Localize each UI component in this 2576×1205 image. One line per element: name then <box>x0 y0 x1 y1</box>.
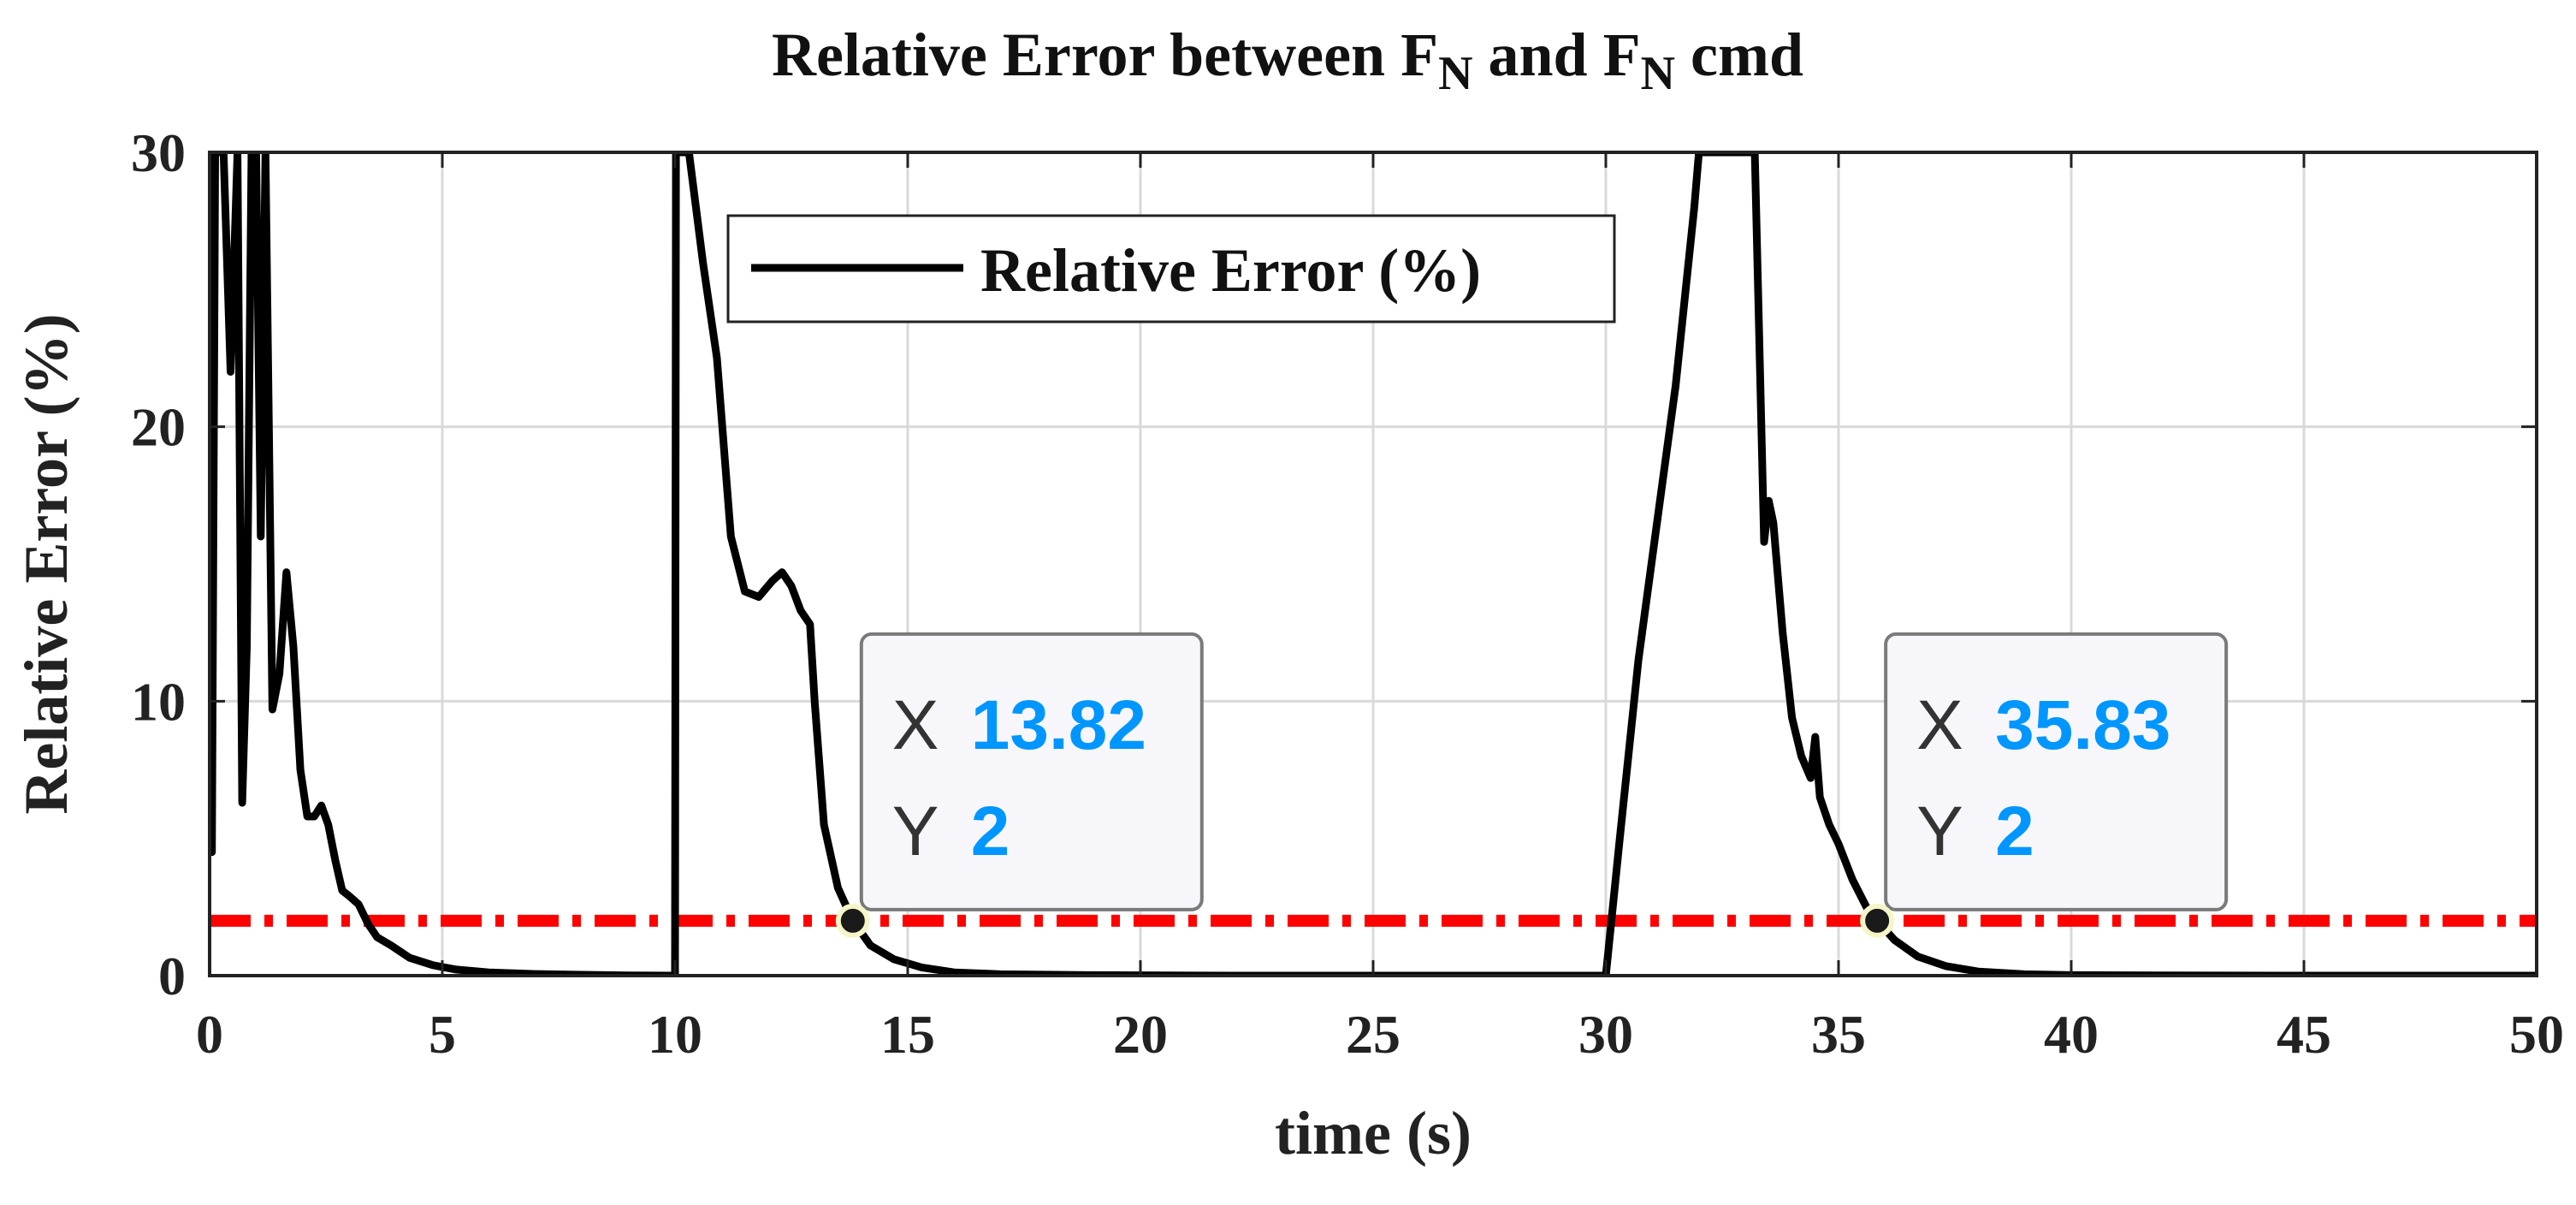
datatip-x-value-1: 35.83 <box>1995 686 2170 764</box>
title-prefix: Relative Error between F <box>772 21 1438 89</box>
datatip-x-key-0: X <box>892 686 939 764</box>
datatip-y-key-0: Y <box>892 792 939 870</box>
y-tick-label-10: 10 <box>131 671 186 732</box>
title-middle: and F <box>1473 21 1641 89</box>
chart-title: Relative Error between FN and FN cmd <box>772 21 1803 100</box>
datatip-x-value-0: 13.82 <box>971 686 1146 764</box>
datatip-0: X 13.82 Y 2 <box>835 632 1204 938</box>
datatip-x-key-1: X <box>1916 686 1963 764</box>
y-tick-label-20: 20 <box>131 397 186 458</box>
series-line-0 <box>210 152 2537 976</box>
datatip-box-0 <box>859 632 1204 911</box>
legend-entry-relative-error: Relative Error (%) <box>980 236 1481 305</box>
x-tick-label-35: 35 <box>1811 1004 1866 1065</box>
datatip-y-key-1: Y <box>1916 792 1963 870</box>
x-tick-label-5: 5 <box>429 1004 456 1065</box>
x-tick-label-45: 45 <box>2277 1004 2331 1065</box>
x-tick-label-30: 30 <box>1578 1004 1633 1065</box>
y-tick-labels: 0 10 20 30 <box>131 122 186 1006</box>
title-subscript-2: N <box>1641 47 1675 100</box>
x-tick-label-25: 25 <box>1346 1004 1401 1065</box>
x-tick-label-20: 20 <box>1113 1004 1168 1065</box>
x-tick-label-50: 50 <box>2509 1004 2564 1065</box>
x-axis-label: time (s) <box>1275 1099 1472 1167</box>
datatip-marker-0 <box>835 903 870 938</box>
datatips-layer: X 13.82Y 2X 35.83Y 2 <box>835 632 2229 938</box>
series-layer <box>210 152 2537 976</box>
y-tick-label-0: 0 <box>158 946 186 1006</box>
title-suffix: cmd <box>1675 21 1803 89</box>
x-tick-label-10: 10 <box>648 1004 702 1065</box>
x-tick-label-0: 0 <box>196 1004 223 1065</box>
y-axis-label: Relative Error (%) <box>12 313 80 814</box>
y-tick-label-30: 30 <box>131 122 186 183</box>
datatip-y-value-1: 2 <box>1995 792 2034 870</box>
datatip-marker-1 <box>1860 903 1895 938</box>
legend: Relative Error (%) <box>726 214 1616 324</box>
x-tick-label-40: 40 <box>2044 1004 2099 1065</box>
datatip-y-value-0: 2 <box>971 792 1010 870</box>
x-tick-label-15: 15 <box>880 1004 935 1065</box>
title-subscript-1: N <box>1438 47 1472 100</box>
datatip-1: X 35.83 Y 2 <box>1860 632 2229 938</box>
x-tick-labels: 0 5 10 15 20 25 30 35 40 45 50 <box>196 1004 2564 1065</box>
tick-marks <box>208 151 2538 977</box>
datatip-box-1 <box>1884 632 2229 911</box>
